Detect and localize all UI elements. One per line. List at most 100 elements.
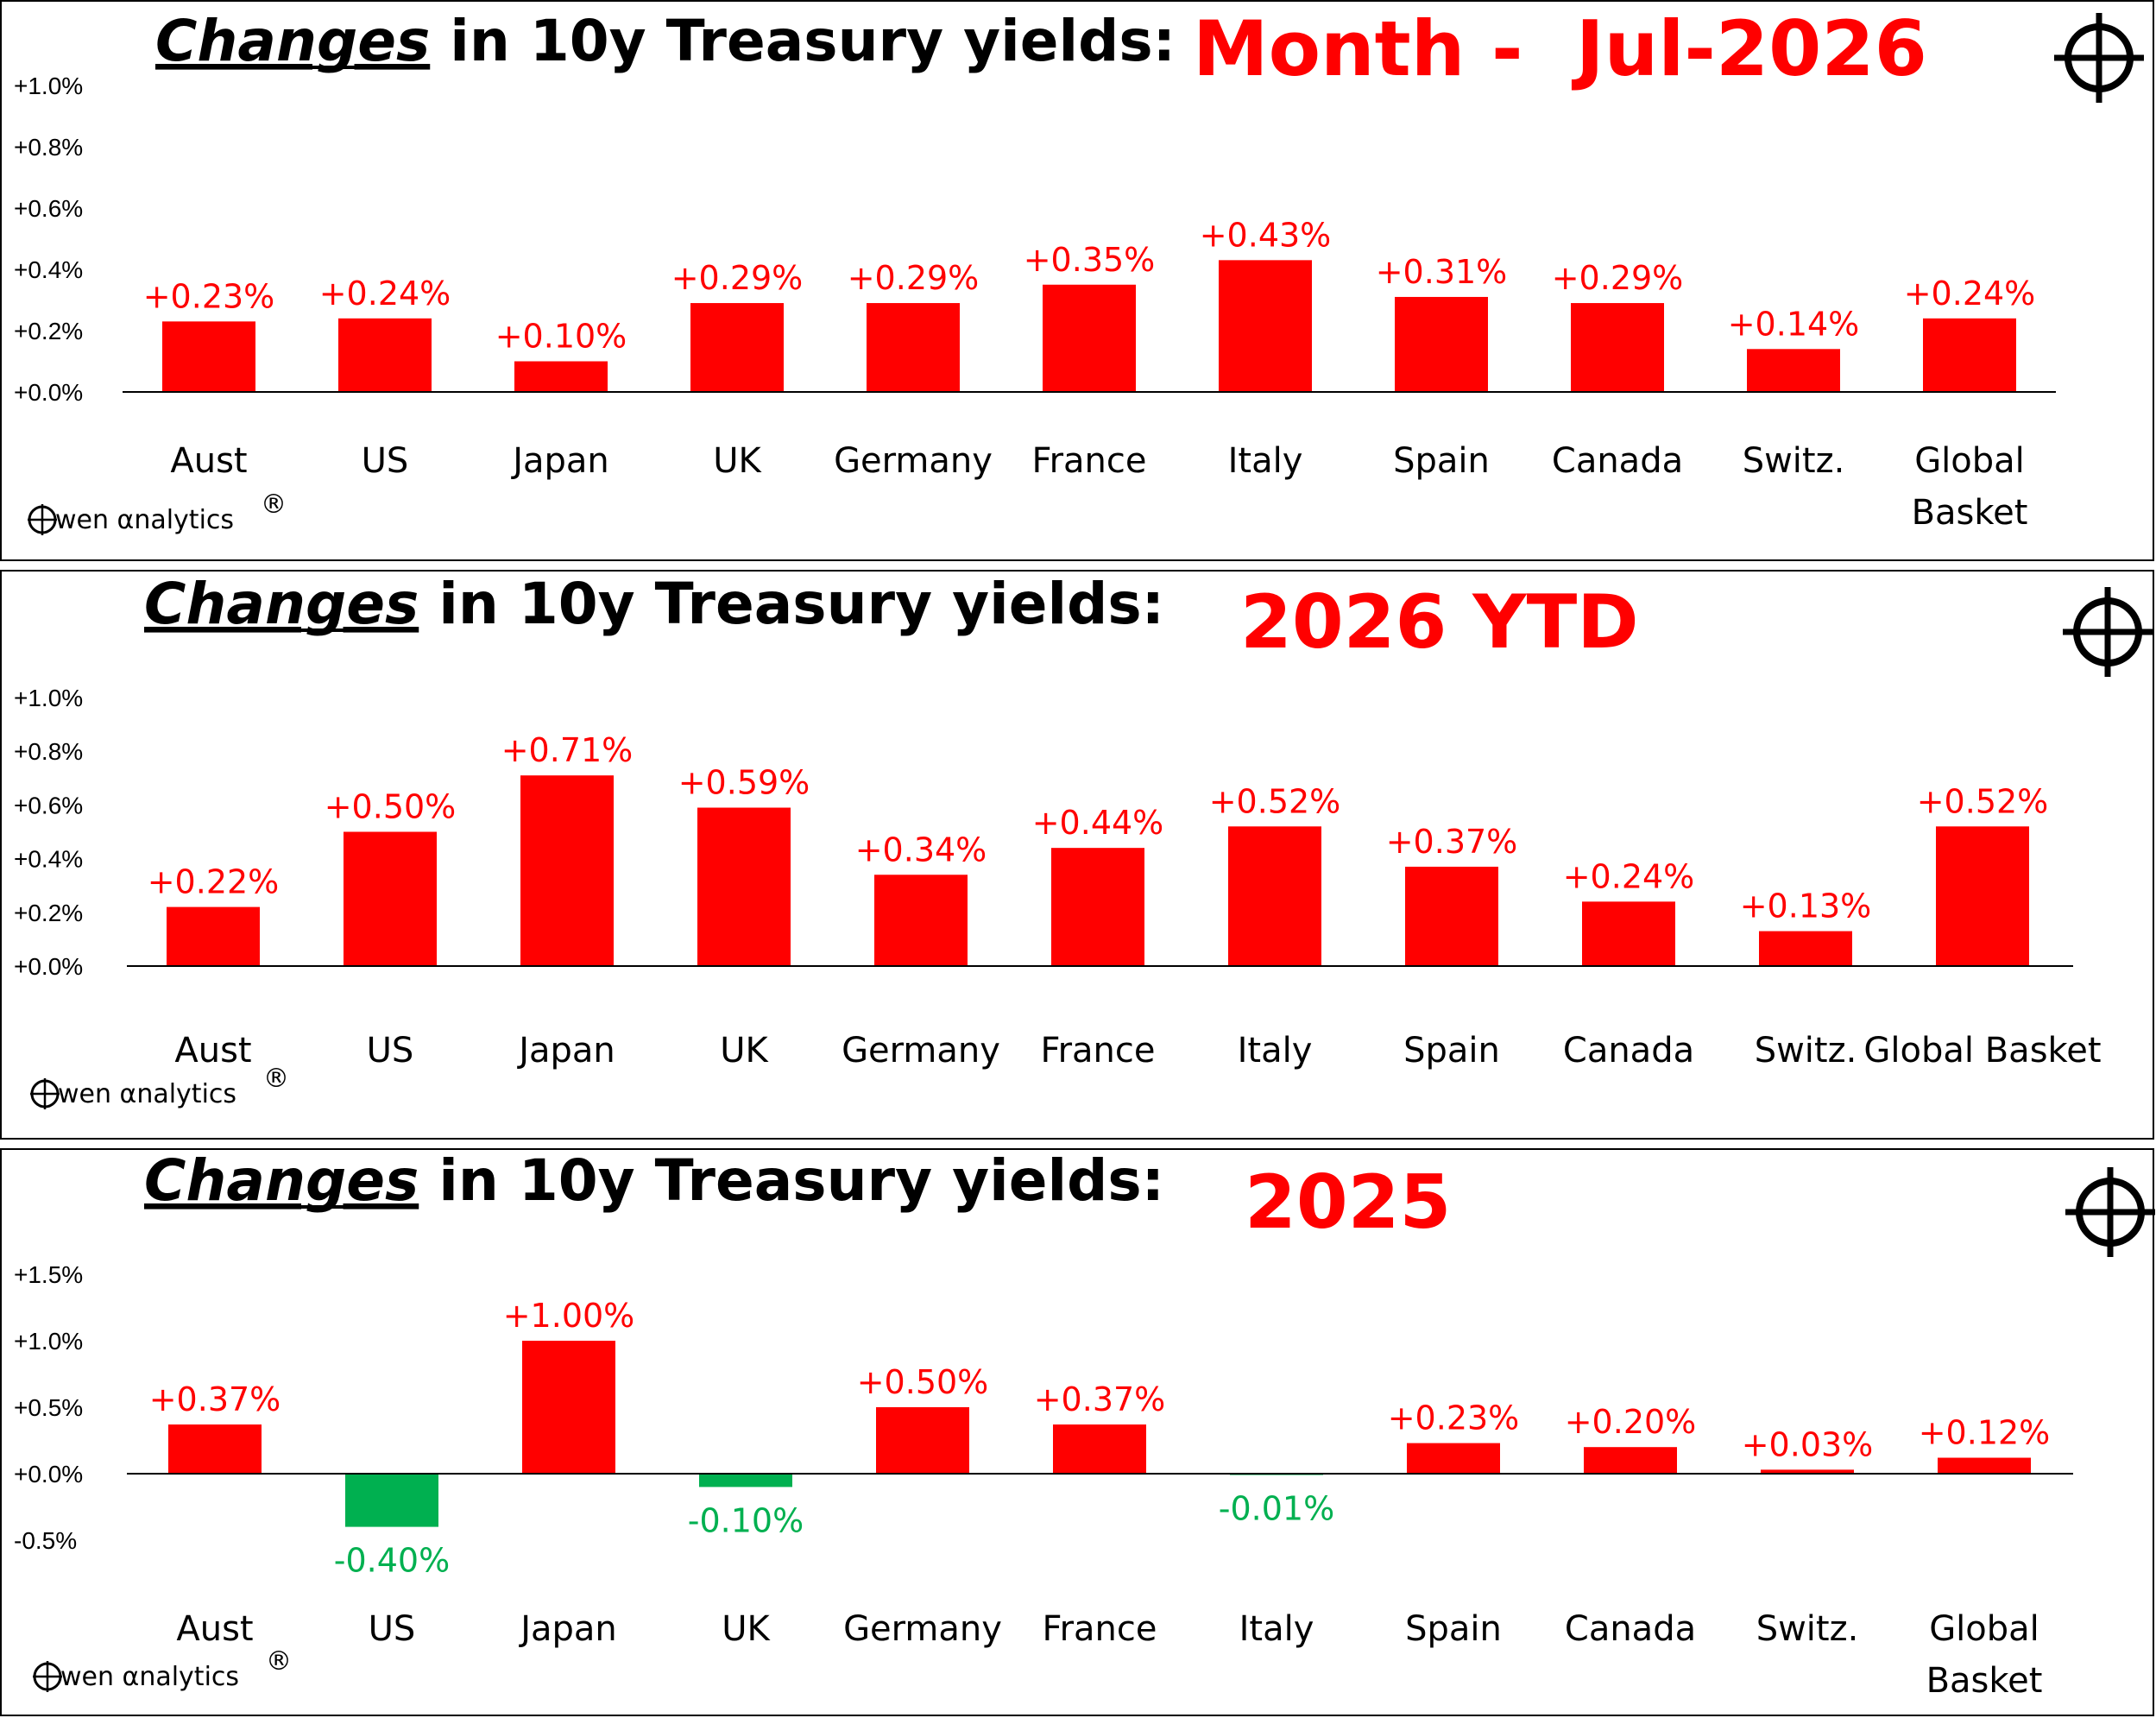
brand-text: wen αnalytics: [60, 1662, 239, 1692]
bar-france: [1051, 848, 1144, 966]
category-label: UK: [713, 441, 762, 481]
category-label: Basket: [1912, 493, 2028, 533]
bar-canada: [1571, 303, 1664, 392]
bar-germany: [876, 1407, 969, 1474]
chart-title-emphasis: Changes: [155, 8, 430, 74]
y-tick-label: +0.8%: [14, 134, 83, 161]
category-label: Aust: [170, 441, 247, 481]
category-label: Global Basket: [1863, 1031, 2101, 1071]
brand-logo: wen αnalytics ®: [28, 490, 287, 535]
data-label: +0.34%: [855, 831, 987, 868]
brand-text: wen αnalytics: [55, 505, 234, 535]
brand-registered-mark: ®: [263, 1064, 289, 1094]
data-label: +0.59%: [678, 764, 810, 802]
y-tick-label: +0.4%: [14, 256, 83, 283]
data-label: +0.12%: [1919, 1414, 2051, 1452]
y-tick-label: +0.4%: [14, 846, 83, 873]
brand-logo: wen αnalytics ®: [33, 1646, 292, 1692]
data-label: +0.20%: [1565, 1403, 1697, 1441]
y-tick-label: +1.0%: [14, 1328, 83, 1355]
category-label: Canada: [1552, 441, 1683, 481]
y-tick-label: +0.2%: [14, 900, 83, 926]
category-label: UK: [720, 1031, 769, 1071]
chart-title-emphasis: Changes: [144, 572, 419, 637]
chart-title: Changes in 10y Treasury yields:: [144, 572, 1164, 637]
chart-title-rest: in 10y Treasury yields:: [419, 1150, 1164, 1214]
data-label: +0.24%: [319, 275, 451, 313]
bar-spain: [1407, 1443, 1500, 1474]
category-label: Germany: [843, 1609, 1002, 1649]
category-label: Germany: [834, 441, 993, 481]
category-label: Switz.: [1755, 1031, 1857, 1071]
y-tick-label: +0.5%: [14, 1394, 83, 1421]
brand-logo: wen αnalytics ®: [30, 1064, 289, 1109]
data-label: +0.50%: [325, 788, 457, 826]
y-tick-label: +0.0%: [14, 1461, 83, 1487]
y-tick-label: +1.0%: [14, 73, 83, 99]
y-tick-label: +0.8%: [14, 738, 83, 765]
bar-aust: [167, 906, 260, 966]
y-tick-label: +0.0%: [14, 953, 83, 980]
bar-global-basket: [1936, 826, 2029, 966]
data-label: +0.24%: [1904, 275, 2036, 313]
data-label: +0.10%: [495, 318, 627, 356]
data-label: +0.50%: [857, 1363, 989, 1401]
category-label: US: [367, 1031, 414, 1071]
chart-panel-2025: Changes in 10y Treasury yields: 2025 -0.5%…: [0, 1148, 2155, 1716]
data-label: -0.40%: [334, 1542, 450, 1580]
category-label: Japan: [518, 1609, 617, 1649]
bar-italy: [1228, 826, 1321, 966]
bar-uk: [697, 807, 791, 966]
bar-japan: [514, 361, 608, 392]
category-label: Spain: [1403, 1031, 1500, 1071]
data-label: +0.37%: [1034, 1380, 1166, 1418]
category-label: Spain: [1405, 1609, 1502, 1649]
category-label: Italy: [1239, 1609, 1314, 1649]
data-label: +0.29%: [1552, 259, 1684, 297]
chart-period: 2025: [1245, 1159, 1451, 1246]
category-label: Aust: [176, 1609, 253, 1649]
chart-svg-month: Changes in 10y Treasury yields: Month - J…: [14, 4, 2144, 535]
bar-japan: [522, 1341, 615, 1474]
category-label: Italy: [1238, 1031, 1313, 1071]
chart-period: Month - Jul-2026: [1193, 4, 1927, 93]
bar-germany: [874, 875, 968, 966]
brand-registered-mark: ®: [266, 1646, 292, 1677]
chart-title: Changes in 10y Treasury yields:: [144, 1150, 1164, 1214]
data-label: +1.00%: [503, 1297, 635, 1335]
brand-registered-mark: ®: [261, 490, 287, 520]
chart-title-rest: in 10y Treasury yields:: [430, 8, 1176, 74]
bar-germany: [867, 303, 960, 392]
y-tick-label: +0.6%: [14, 792, 83, 818]
category-label: Global: [1914, 441, 2025, 481]
data-label: +0.52%: [1209, 782, 1341, 820]
category-label: Aust: [174, 1031, 251, 1071]
chart-period: 2026 YTD: [1240, 579, 1639, 666]
chart-title-emphasis: Changes: [144, 1150, 419, 1214]
bar-france: [1043, 284, 1136, 392]
bar-uk: [699, 1474, 792, 1487]
data-label: +0.03%: [1742, 1425, 1874, 1463]
data-label: +0.22%: [148, 863, 280, 901]
data-label: +0.37%: [149, 1380, 281, 1418]
bar-switz: [1759, 931, 1852, 966]
brand-text: wen αnalytics: [58, 1079, 236, 1109]
bar-us: [344, 831, 437, 966]
category-label: Canada: [1563, 1031, 1694, 1071]
bar-aust: [162, 321, 255, 392]
category-label: France: [1042, 1609, 1157, 1649]
data-label: +0.35%: [1024, 241, 1156, 279]
data-label: +0.43%: [1200, 216, 1332, 254]
bar-global-basket: [1938, 1457, 2031, 1474]
chart-panel-month: Changes in 10y Treasury yields: Month - J…: [0, 0, 2154, 561]
data-label: +0.37%: [1386, 823, 1518, 861]
bar-spain: [1405, 866, 1498, 966]
category-label: Switz.: [1743, 441, 1845, 481]
data-label: +0.52%: [1917, 782, 2049, 820]
bar-switz: [1761, 1469, 1854, 1474]
crosshair-icon: [2054, 13, 2144, 103]
bar-uk: [690, 303, 784, 392]
data-label: +0.31%: [1376, 253, 1508, 291]
bar-switz: [1747, 349, 1840, 392]
data-label: +0.23%: [1388, 1399, 1520, 1437]
